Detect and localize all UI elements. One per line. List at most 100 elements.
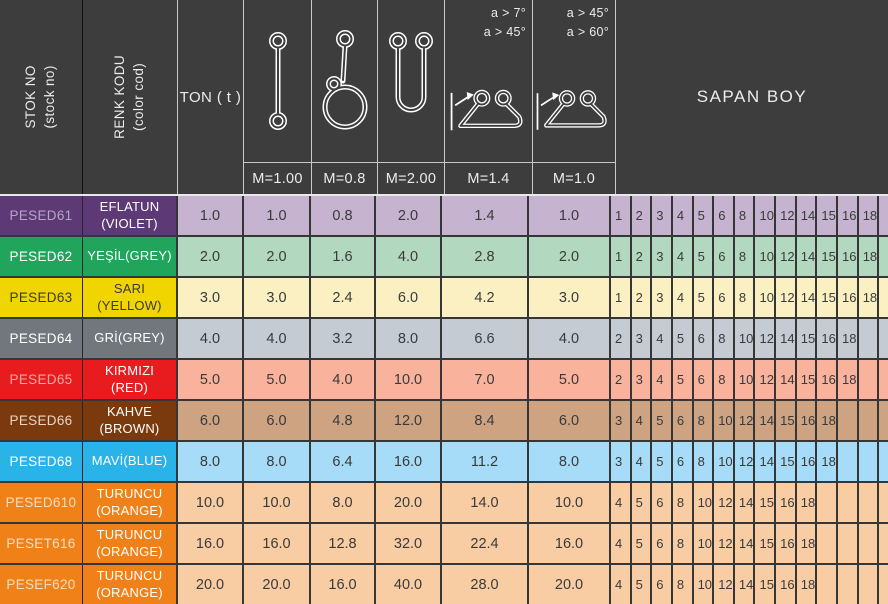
length-cell: [858, 319, 880, 358]
length-cell: [817, 524, 839, 563]
length-cell: 6: [714, 278, 735, 317]
length-cell: 16: [776, 483, 797, 522]
length-cell: 16: [817, 360, 839, 399]
load-value-cell: 11.2: [442, 442, 529, 481]
load-value-cell: 4.0: [529, 319, 611, 358]
length-cell: 4: [652, 319, 673, 358]
choke-sling-icon: [312, 0, 377, 162]
length-cell: 3: [652, 196, 673, 235]
length-cell: 8: [714, 360, 735, 399]
load-value-cell: 32.0: [376, 524, 442, 563]
load-value-cell: 3.0: [529, 278, 611, 317]
length-cell: 18: [796, 483, 818, 522]
ton-cell: 8.0: [178, 442, 244, 481]
load-value-cell: 16.0: [244, 524, 311, 563]
length-cell: [838, 401, 859, 440]
length-cell: 12: [734, 401, 756, 440]
length-cell: 6: [652, 483, 673, 522]
length-cell: 5: [652, 401, 673, 440]
load-value-cell: 2.0: [376, 196, 442, 235]
header-ton: TON ( t ): [178, 0, 244, 194]
length-cell: 14: [796, 196, 818, 235]
load-value-cell: 5.0: [529, 360, 611, 399]
ton-cell: 16.0: [178, 524, 244, 563]
length-cell: 15: [796, 360, 818, 399]
length-cell: 5: [672, 360, 694, 399]
length-cell: [858, 401, 880, 440]
angle-label-1: a > 45°: [566, 6, 609, 20]
load-value-cell: 10.0: [529, 483, 611, 522]
length-cell: 8: [672, 483, 694, 522]
load-value-cell: 12.0: [376, 401, 442, 440]
table-row: PESED66 KAHVE (BROWN) 6.0 6.0 4.8 12.0 8.4 6.0 3 4…: [0, 401, 888, 442]
load-value-cell: 6.0: [376, 278, 442, 317]
length-cell: [879, 401, 888, 440]
length-cell: 3: [652, 278, 673, 317]
color-name-line1: YEŞİL(GREY): [87, 248, 172, 264]
color-name-line1: EFLATUN: [99, 199, 160, 215]
length-cell: 14: [734, 565, 756, 604]
load-value-cell: 10.0: [376, 360, 442, 399]
length-cell: [879, 237, 888, 276]
length-cell: 6: [652, 565, 673, 604]
length-cell: [879, 483, 888, 522]
length-cell: 1: [611, 278, 632, 317]
length-cell: [879, 196, 888, 235]
length-cell: 15: [755, 565, 777, 604]
table-row: PESED64 GRİ(GREY) 4.0 4.0 3.2 8.0 6.6 4.0 2 3 4 5 6 8…: [0, 319, 888, 360]
color-name-cell: TURUNCU (ORANGE): [83, 483, 178, 522]
length-cell: 10: [755, 196, 777, 235]
stock-no-label: STOK NO (stock no): [22, 65, 60, 128]
length-cell: 4: [611, 565, 632, 604]
load-value-cell: 7.0: [442, 360, 529, 399]
color-name-line2: (ORANGE): [96, 584, 163, 600]
length-cell: 4: [652, 360, 673, 399]
length-cell: 12: [714, 483, 735, 522]
load-value-cell: 40.0: [376, 565, 442, 604]
load-value-cell: 1.0: [244, 196, 311, 235]
length-cell: [879, 524, 888, 563]
color-name-line1: MAVİ(BLUE): [91, 453, 168, 469]
color-name-line2: (RED): [110, 379, 149, 395]
load-value-cell: 0.8: [311, 196, 376, 235]
color-name-cell: YEŞİL(GREY): [83, 237, 178, 276]
length-cell: 5: [693, 278, 715, 317]
length-cell: 18: [817, 442, 839, 481]
load-value-cell: 5.0: [244, 360, 311, 399]
stock-no-cell: PESED64: [0, 319, 83, 358]
angle-label-2: a > 45°: [483, 25, 526, 40]
header-mode-angled-60: a > 45° a > 60° M=: [533, 0, 616, 194]
color-name-cell: MAVİ(BLUE): [83, 442, 178, 481]
length-cell: 2: [611, 319, 632, 358]
mode-factor: M=1.4: [445, 162, 532, 194]
length-cell: 5: [631, 483, 653, 522]
length-cell: 15: [817, 278, 839, 317]
length-cell: 15: [755, 483, 777, 522]
angle-label-2: a > 60°: [566, 25, 609, 40]
color-name-line1: TURUNCU: [96, 486, 163, 502]
load-value-cell: 4.8: [311, 401, 376, 440]
length-cell: 10: [755, 237, 777, 276]
length-cell: 5: [631, 565, 653, 604]
color-name-cell: KAHVE (BROWN): [83, 401, 178, 440]
length-cell: [838, 483, 859, 522]
color-name-line2: (YELLOW): [97, 297, 162, 313]
color-code-title: RENK KODU: [112, 55, 128, 139]
table-row: PESET616 TURUNCU (ORANGE) 16.0 16.0 12.8 32.0 2…: [0, 524, 888, 565]
load-value-cell: 3.2: [311, 319, 376, 358]
angle-labels: a > 45° a > 60°: [533, 0, 615, 54]
length-cell: [879, 442, 888, 481]
color-code-subtitle: (color cod): [131, 62, 146, 132]
color-name-line1: GRİ(GREY): [94, 330, 165, 346]
length-cell: 10: [714, 401, 735, 440]
header-sapan-boy: SAPAN BOY: [616, 0, 888, 194]
stock-no-subtitle: (stock no): [41, 65, 57, 129]
load-value-cell: 6.4: [311, 442, 376, 481]
load-value-cell: 20.0: [244, 565, 311, 604]
length-cell: 10: [693, 483, 715, 522]
length-cell: 18: [858, 237, 880, 276]
length-cell: 6: [672, 401, 694, 440]
mode-factor: M=1.0: [533, 162, 615, 194]
length-cell: [879, 278, 888, 317]
length-cell: 6: [693, 319, 715, 358]
